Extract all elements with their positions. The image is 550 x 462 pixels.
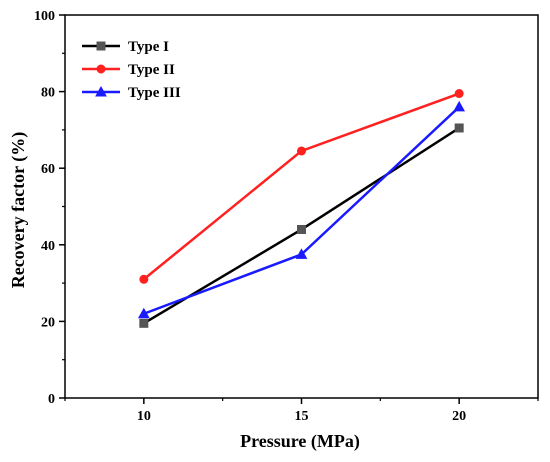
- legend-label-type-ii: Type II: [128, 62, 175, 78]
- y-tick-label: 60: [41, 162, 55, 177]
- y-tick-label: 80: [41, 86, 55, 101]
- data-point-type-ii: [139, 274, 149, 284]
- y-axis-title: Recovery factor (%): [8, 132, 29, 289]
- legend-marker-type-iii: [95, 85, 107, 97]
- y-tick-label: 20: [41, 315, 55, 330]
- legend-marker-type-i: [96, 41, 106, 51]
- x-tick-label: 15: [295, 409, 309, 424]
- data-point-type-i: [297, 224, 306, 234]
- data-point-type-iii: [453, 100, 466, 112]
- legend-label-type-iii: Type III: [128, 85, 181, 101]
- y-tick-label: 0: [48, 392, 55, 407]
- x-tick-label: 20: [452, 409, 466, 424]
- x-tick-label: 10: [137, 409, 151, 424]
- x-axis-title: Pressure (MPa): [240, 431, 360, 452]
- legend-label-type-i: Type I: [128, 39, 169, 55]
- data-point-type-ii: [454, 89, 464, 99]
- legend-marker-type-ii: [96, 64, 106, 74]
- series-line-type-iii: [143, 106, 461, 315]
- y-tick-label: 40: [41, 239, 55, 254]
- data-point-type-i: [454, 123, 464, 133]
- data-point-type-i: [139, 318, 149, 328]
- data-point-type-ii: [297, 146, 306, 156]
- data-point-type-iii: [295, 248, 308, 259]
- y-tick-label: 100: [34, 9, 55, 24]
- data-point-type-iii: [137, 307, 150, 319]
